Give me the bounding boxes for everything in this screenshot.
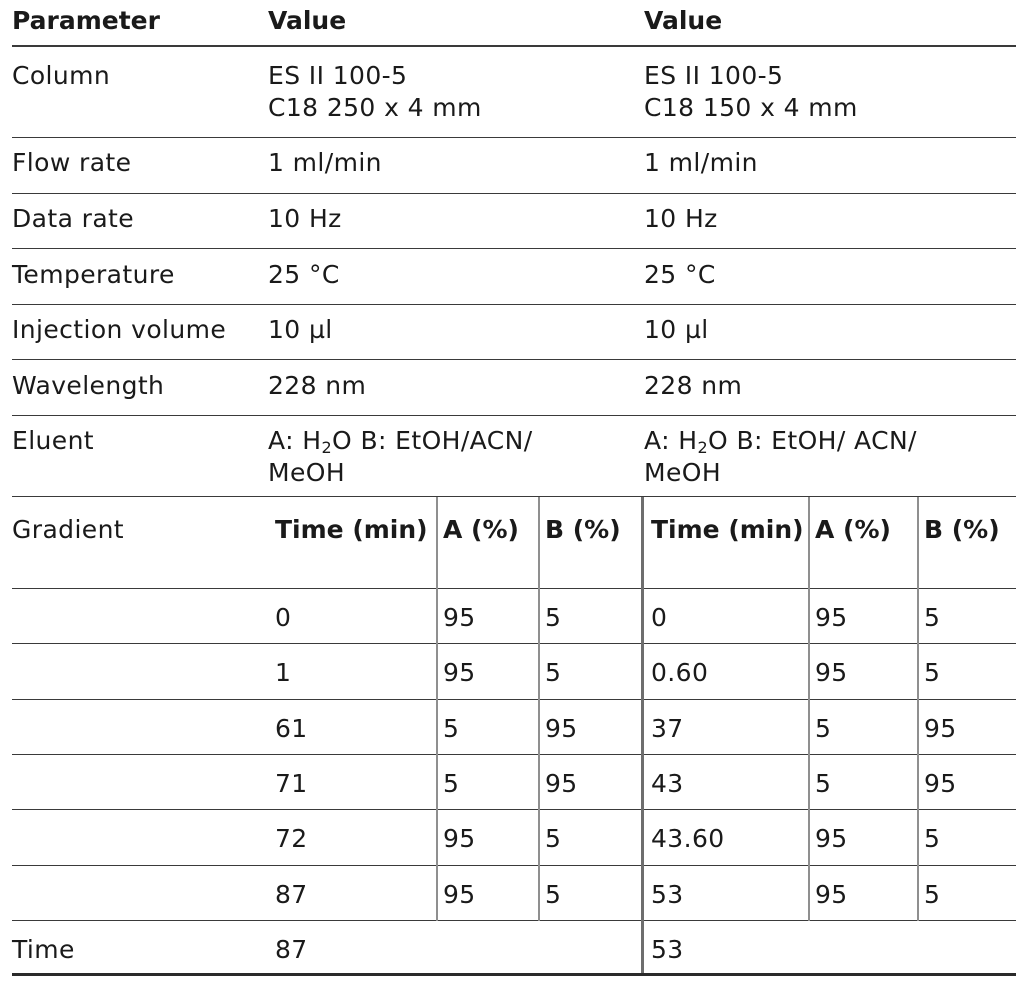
column-divider [436,497,438,921]
column-value-2-line1: ES II 100-5 [644,61,784,90]
column-value-1-line1: ES II 100-5 [268,61,408,90]
time-value-2: 53 [651,935,684,964]
eluent-value-2-line1: A: H2O B: EtOH/ ACN/ [644,426,917,457]
header-parameter: Parameter [12,6,160,35]
row-label-data-rate: Data rate [12,204,135,233]
table-bottom-border [12,973,1016,976]
gradient-header-b-1: B (%) [545,515,621,544]
gradient-cell: 95 [443,824,476,853]
gradient-cell: 0.60 [651,658,709,687]
gradient-cell: 43 [651,769,684,798]
flow-rate-value-2: 1 ml/min [644,148,758,177]
row-label-flow-rate: Flow rate [12,148,132,177]
gradient-cell: 71 [275,769,308,798]
gradient-cell: 5 [815,714,832,743]
row-divider [12,754,1016,755]
row-divider [12,809,1016,810]
column-divider [917,497,919,921]
temperature-value-2: 25 °C [644,260,716,289]
row-divider [12,643,1016,644]
wavelength-value-2: 228 nm [644,371,743,400]
row-divider [12,865,1016,866]
column-divider [641,497,644,975]
gradient-cell: 37 [651,714,684,743]
gradient-cell: 5 [443,769,460,798]
injection-volume-value-2: 10 µl [644,315,709,344]
gradient-header-a-1: A (%) [443,515,519,544]
gradient-cell: 1 [275,658,292,687]
row-divider [12,248,1016,249]
gradient-cell: 95 [443,658,476,687]
gradient-cell: 5 [924,658,941,687]
gradient-cell: 5 [545,603,562,632]
gradient-cell: 5 [443,714,460,743]
eluent-value-2-line2: MeOH [644,458,722,487]
gradient-cell: 53 [651,880,684,909]
eluent-value-1-line2: MeOH [268,458,346,487]
time-value-1: 87 [275,935,308,964]
row-divider [12,699,1016,700]
row-divider [12,415,1016,416]
eluent-value-1-line1: A: H2O B: EtOH/ACN/ [268,426,533,457]
row-divider [12,588,1016,589]
row-label-temperature: Temperature [12,260,175,289]
gradient-cell: 95 [924,714,957,743]
gradient-cell: 5 [815,769,832,798]
header-value-2: Value [644,6,723,35]
gradient-cell: 95 [545,714,578,743]
row-divider [12,496,1016,497]
temperature-value-1: 25 °C [268,260,340,289]
row-label-gradient: Gradient [12,515,125,544]
gradient-cell: 5 [545,658,562,687]
gradient-cell: 5 [924,603,941,632]
gradient-cell: 95 [815,658,848,687]
data-rate-value-1: 10 Hz [268,204,342,233]
gradient-cell: 95 [815,603,848,632]
gradient-cell: 43.60 [651,824,725,853]
gradient-cell: 95 [815,824,848,853]
row-label-wavelength: Wavelength [12,371,165,400]
gradient-cell: 5 [545,824,562,853]
column-divider [808,497,810,921]
wavelength-value-1: 228 nm [268,371,367,400]
gradient-header-time-2: Time (min) [651,515,804,544]
gradient-cell: 95 [443,603,476,632]
gradient-cell: 5 [545,880,562,909]
header-value-1: Value [268,6,347,35]
gradient-header-a-2: A (%) [815,515,891,544]
gradient-cell: 5 [924,824,941,853]
gradient-cell: 61 [275,714,308,743]
row-label-eluent: Eluent [12,426,95,455]
gradient-cell: 95 [443,880,476,909]
gradient-cell: 95 [815,880,848,909]
row-label-injection-volume: Injection volume [12,315,227,344]
column-value-1-line2: C18 250 x 4 mm [268,93,482,122]
row-divider [12,920,1016,921]
column-divider [538,497,540,921]
row-divider [12,137,1016,138]
flow-rate-value-1: 1 ml/min [268,148,382,177]
column-value-2-line2: C18 150 x 4 mm [644,93,858,122]
data-rate-value-2: 10 Hz [644,204,718,233]
gradient-cell: 0 [651,603,668,632]
row-divider [12,359,1016,360]
row-divider [12,193,1016,194]
gradient-cell: 95 [924,769,957,798]
gradient-header-b-2: B (%) [924,515,1000,544]
row-divider [12,304,1016,305]
gradient-cell: 5 [924,880,941,909]
gradient-cell: 0 [275,603,292,632]
injection-volume-value-1: 10 µl [268,315,333,344]
header-divider [12,45,1016,47]
gradient-cell: 72 [275,824,308,853]
gradient-header-time-1: Time (min) [275,515,428,544]
gradient-cell: 87 [275,880,308,909]
row-label-column: Column [12,61,111,90]
gradient-cell: 95 [545,769,578,798]
row-label-time: Time [12,935,75,964]
